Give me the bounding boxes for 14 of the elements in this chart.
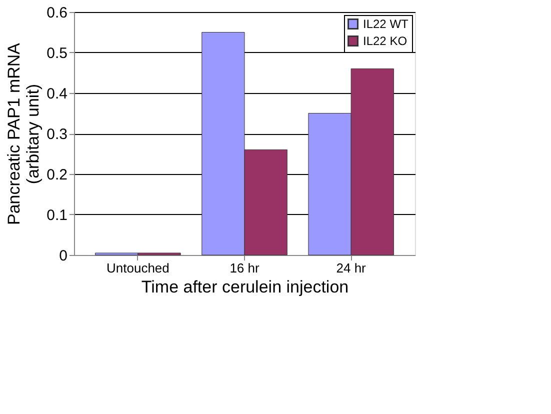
y-tick-label: 0.3: [46, 126, 68, 143]
y-tick-label: 0.6: [46, 4, 68, 22]
y-tick-label: 0.4: [46, 86, 68, 102]
x-tick-label: 16 hr: [230, 260, 260, 276]
y-tick-label: 0.2: [46, 166, 68, 184]
x-tick-label: 24 hr: [336, 260, 367, 276]
y-axis-title: Pancreatic PAP1 mRNA (arbitary unit): [4, 42, 43, 226]
y-tick-label: 0: [59, 248, 68, 264]
legend-label: IL22 KO: [363, 34, 408, 48]
x-axis-title: Time after cerulein injection: [141, 278, 349, 296]
y-tick-label: 0.5: [46, 45, 68, 62]
x-tick-label: Untouched: [106, 260, 170, 276]
legend-label: IL22 WT: [363, 17, 410, 31]
y-tick-label: 0.1: [46, 207, 68, 224]
